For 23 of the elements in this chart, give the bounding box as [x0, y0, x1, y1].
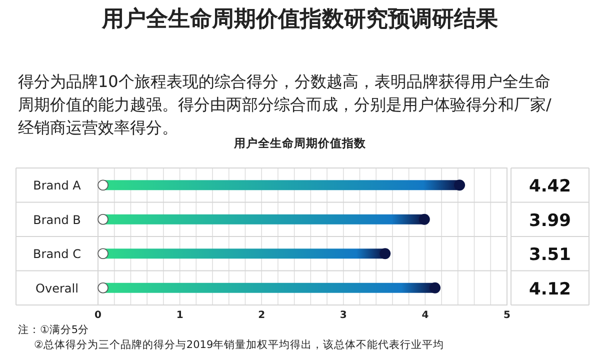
data-label: 4.12: [529, 279, 571, 300]
x-tick-label: 2: [258, 310, 266, 321]
point: [430, 282, 441, 294]
point: [454, 180, 466, 191]
point: [380, 248, 391, 260]
text: 注：①满分5分: [18, 323, 90, 337]
y-tick-label: Brand C: [33, 247, 81, 262]
y-tick-label: Brand B: [33, 212, 81, 227]
data-label: 3.51: [529, 245, 571, 266]
data-label: 4.42: [529, 176, 571, 197]
x-tick-label: 4: [422, 310, 429, 321]
chart-title: 用户全生命周期价值指数: [233, 136, 367, 150]
x-tick-label: 3: [340, 310, 347, 321]
text: 得分为品牌10个旅程表现的综合得分，分数越高，表明品牌获得用户全生命周期价值的能力越强。得分由两部分综合而成，分别是用户体验得分和厂家/经销商运营效率得分。: [18, 72, 552, 137]
point: [418, 214, 430, 225]
data-label: 3.99: [529, 210, 571, 231]
x-tick-label: 0: [94, 310, 102, 321]
x-tick-label: 5: [504, 310, 511, 321]
x-tick-label: 1: [176, 310, 184, 321]
text: 用户全生命周期价值指数研究预调研结果: [100, 6, 499, 34]
y-tick-label: Brand A: [33, 178, 82, 193]
text: ②总体得分为三个品牌的得分与2019年销量加权平均得出，该总体不能代表行业平均: [34, 338, 444, 352]
y-tick-label: Overall: [36, 281, 78, 296]
